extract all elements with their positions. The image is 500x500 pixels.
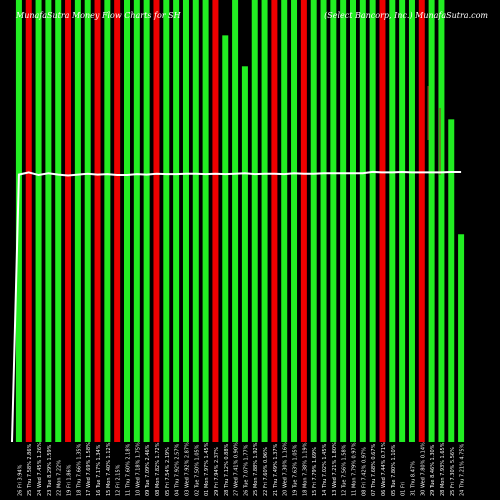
x-tick-label-28: 19 Tue 7.63% 1.05% <box>293 444 299 496</box>
bar-33 <box>340 0 347 442</box>
bar-4 <box>55 0 62 442</box>
x-tick-label-42: 29 Tue 8.46% 1.30% <box>430 444 436 496</box>
bar-37 <box>379 0 386 442</box>
bar-31 <box>320 0 327 442</box>
x-tick-label-23: 26 Tue 7.07% 1.77% <box>243 444 249 496</box>
bar-10 <box>114 0 121 442</box>
x-tick-label-14: 08 Mon 7.82% 1.72% <box>155 442 161 496</box>
x-tick-label-41: 30 Wed 7.80% 0.14% <box>420 442 426 496</box>
bar-30 <box>310 0 317 442</box>
x-tick-label-22: 27 Wed 7.41% 0.90% <box>234 442 240 496</box>
bar-32 <box>330 0 337 442</box>
x-tick-label-7: 17 Wed 7.69% 1.58% <box>86 442 92 496</box>
bar-17 <box>182 0 189 442</box>
x-tick-label-17: 03 Wed 7.92% 2.87% <box>184 442 190 496</box>
bar-41 <box>418 0 425 442</box>
bar-16 <box>173 0 180 442</box>
x-tick-label-26: 21 Thu 7.49% 1.37% <box>273 443 279 496</box>
x-tick-label-1: 25 Thu 7.58% 2.86% <box>27 443 33 496</box>
x-tick-label-36: 07 Thu 7.68% 0.67% <box>371 443 377 496</box>
bar-38 <box>389 0 396 442</box>
bar-26 <box>271 0 278 442</box>
x-tick-label-20: 29 Fri 7.94% 2.37% <box>214 447 220 496</box>
bar-12 <box>133 0 140 442</box>
bar-34 <box>350 0 356 442</box>
x-tick-label-9: 15 Mon 7.40% 1.12% <box>106 442 112 496</box>
x-tick-label-24: 25 Mon 7.88% 1.92% <box>253 442 259 496</box>
x-tick-label-45: 24 Thu 7.21% 4.75% <box>460 443 466 496</box>
x-tick-label-44: 25 Fri 7.30% 5.56% <box>450 447 456 496</box>
bar-0 <box>15 0 22 442</box>
x-tick-label-29: 18 Mon 7.38% 1.19% <box>302 442 308 496</box>
bar-28 <box>291 0 298 442</box>
x-tick-label-8: 16 Tue 7.17% 1.34% <box>96 444 102 496</box>
x-tick-label-6: 18 Thu 7.66% 1.35% <box>76 443 82 496</box>
x-tick-label-33: 12 Tue 7.56% 1.58% <box>342 444 348 496</box>
x-tick-label-35: 08 Fri 7.42% 0.97% <box>361 447 367 496</box>
bar-9 <box>104 0 111 442</box>
x-tick-label-10: 12 Fri 2.15% <box>116 464 122 496</box>
bar-6 <box>74 0 81 442</box>
x-tick-label-40: 31 Thu 8.47% <box>410 461 416 496</box>
x-tick-label-0: 26 Fri 3.94% <box>17 464 23 496</box>
x-tick-label-32: 13 Wed 7.21% 1.80% <box>332 442 338 496</box>
bar-43 <box>438 0 445 442</box>
x-tick-label-2: 24 Wed 7.45% 1.26% <box>37 442 43 496</box>
x-tick-label-12: 10 Wed 7.18% 1.75% <box>135 442 141 496</box>
trend-line <box>11 170 462 443</box>
bar-18 <box>192 0 199 442</box>
bar-5 <box>65 0 72 442</box>
x-tick-label-13: 09 Tue 7.09% 2.46% <box>145 444 151 496</box>
bar-3 <box>45 0 52 442</box>
x-tick-label-25: 22 Fri 7.60% 0.96% <box>263 447 269 496</box>
x-tick-label-34: 11 Mon 7.79% 0.97% <box>352 442 358 496</box>
bar-15 <box>163 0 170 442</box>
chart-title-left: MunafaSutra Money Flow Charts for SH <box>16 11 181 20</box>
bar-25 <box>261 0 268 442</box>
bar-7 <box>84 0 91 442</box>
bar-29 <box>300 0 307 442</box>
trend-line-group <box>11 170 462 443</box>
x-tick-label-31: 14 Thu 7.02% 1.45% <box>322 443 328 496</box>
x-tick-label-38: 05 Tue 7.80% 1.10% <box>391 444 397 496</box>
bar-36 <box>369 0 376 442</box>
bar-39 <box>399 0 406 442</box>
bar-21 <box>222 35 229 443</box>
x-tick-label-18: 02 Tue 7.50% 1.05% <box>194 444 200 496</box>
bar-20 <box>212 0 219 442</box>
bar-44 <box>448 119 455 442</box>
x-tick-labels: 26 Fri 3.94% 25 Thu 7.58% 2.86% 24 Wed 7.4… <box>17 442 465 496</box>
bar-24 <box>251 0 258 442</box>
bar-13 <box>143 0 150 442</box>
x-tick-label-16: 04 Thu 7.92% 2.57% <box>175 443 181 496</box>
bar-27 <box>281 0 288 442</box>
bar-40 <box>408 0 415 442</box>
bar-14 <box>153 0 160 442</box>
bar-35 <box>359 0 366 442</box>
x-tick-label-19: 01 Mon 7.97% 1.45% <box>204 442 210 496</box>
x-tick-label-4: 22 Mon 7.22% <box>57 460 63 496</box>
x-tick-label-21: 28 Thu 7.12% 0.88% <box>224 443 230 496</box>
bar-2 <box>35 0 42 442</box>
x-tick-label-3: 23 Tue 8.29% 1.59% <box>47 444 53 496</box>
bar-8 <box>94 0 101 442</box>
bar-1 <box>25 0 32 442</box>
chart-title-right: (Select Bancorp, Inc.) MunafaSutra.com <box>324 11 488 20</box>
x-tick-label-37: 06 Wed 7.44% 0.71% <box>381 442 387 496</box>
bar-23 <box>241 66 248 443</box>
bar-22 <box>232 0 239 442</box>
bar-45 <box>458 234 465 442</box>
x-tick-label-39: 01 Fri <box>401 482 407 496</box>
x-tick-label-5: 19 Fri 1.86% <box>67 464 73 496</box>
bar-19 <box>202 0 209 442</box>
x-tick-label-27: 20 Wed 7.30% 1.16% <box>283 442 289 496</box>
bar-42 <box>428 0 435 442</box>
bars-group <box>15 0 465 443</box>
x-tick-label-43: 28 Mon 7.93% 1.65% <box>440 442 446 496</box>
x-tick-label-30: 15 Fri 7.79% 1.69% <box>312 447 318 496</box>
x-tick-label-15: 05 Fri 7.54% 2.19% <box>165 447 171 496</box>
bar-11 <box>124 0 130 442</box>
x-tick-label-11: 11 Thu 7.60% 2.18% <box>126 443 132 496</box>
